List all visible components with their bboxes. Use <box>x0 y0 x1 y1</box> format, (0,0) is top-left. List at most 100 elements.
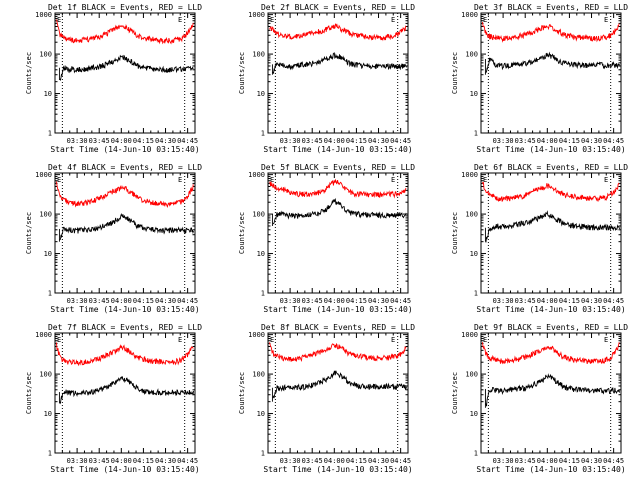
x-axis-label: Start Time (14-Jun-10 03:15:40) <box>263 465 412 474</box>
x-tick-label: 03:30 <box>67 297 88 305</box>
corner-marker-right: E <box>178 336 182 344</box>
x-tick-label: 04:00 <box>111 137 132 145</box>
y-tick-label: 10 <box>257 410 265 418</box>
x-tick-label: 04:45 <box>390 457 411 465</box>
y-axis-label: Counts/sec <box>238 372 246 414</box>
corner-marker-left: E <box>270 16 274 24</box>
y-tick-label: 100 <box>252 51 265 59</box>
panel-title: Det 9f BLACK = Events, RED = LLD <box>474 323 628 332</box>
panel-det-4: Det 4f BLACK = Events, RED = LLD 1 10 100 10… <box>25 163 202 314</box>
plot-frame <box>54 172 196 294</box>
series-red-line <box>482 342 620 365</box>
y-tick-label: 1000 <box>248 171 265 179</box>
x-tick-label: 04:15 <box>559 457 580 465</box>
x-tick-label: 03:30 <box>493 297 514 305</box>
x-tick-label: 03:30 <box>280 137 301 145</box>
series-black-line <box>272 370 407 399</box>
x-tick-label: 04:30 <box>368 297 389 305</box>
plot-frame <box>54 332 196 454</box>
x-tick-label: 04:00 <box>537 137 558 145</box>
corner-marker-left: E <box>483 176 487 184</box>
x-tick-label: 04:30 <box>155 457 176 465</box>
series-red-line <box>56 19 194 45</box>
y-tick-label: 1000 <box>248 331 265 339</box>
x-tick-label: 03:30 <box>67 457 88 465</box>
series-black-line <box>59 54 194 82</box>
y-tick-label: 1000 <box>461 11 478 19</box>
x-tick-label: 03:45 <box>515 457 536 465</box>
x-tick-label: 04:00 <box>324 457 345 465</box>
x-tick-label: 04:30 <box>155 297 176 305</box>
y-axis-label: Counts/sec <box>25 212 33 254</box>
y-tick-label: 1 <box>261 130 265 138</box>
y-tick-label: 10 <box>44 90 52 98</box>
x-tick-label: 04:15 <box>346 297 367 305</box>
x-axis-label: Start Time (14-Jun-10 03:15:40) <box>263 305 412 314</box>
x-tick-label: 04:15 <box>133 457 154 465</box>
y-tick-label: 1 <box>48 450 52 458</box>
x-tick-label: 03:45 <box>89 137 110 145</box>
x-tick-label: 04:00 <box>537 457 558 465</box>
plot-frame <box>267 332 409 454</box>
x-tick-label: 04:45 <box>603 137 624 145</box>
y-axis-label: Counts/sec <box>451 372 459 414</box>
panel-title: Det 4f BLACK = Events, RED = LLD <box>48 163 202 172</box>
panel-det-9: Det 9f BLACK = Events, RED = LLD 1 10 100 10… <box>451 323 628 474</box>
plot-frame <box>480 172 622 294</box>
x-tick-label: 04:30 <box>368 457 389 465</box>
y-tick-label: 100 <box>465 51 478 59</box>
panel-title: Det 5f BLACK = Events, RED = LLD <box>261 163 415 172</box>
corner-marker-left: E <box>270 336 274 344</box>
x-tick-label: 04:00 <box>324 297 345 305</box>
corner-marker-left: E <box>57 336 61 344</box>
y-axis-label: Counts/sec <box>238 52 246 94</box>
series-red-line <box>482 181 620 203</box>
x-tick-label: 04:00 <box>111 457 132 465</box>
y-tick-label: 1000 <box>248 11 265 19</box>
x-tick-label: 03:45 <box>302 297 323 305</box>
corner-marker-left: E <box>57 176 61 184</box>
panel-title: Det 2f BLACK = Events, RED = LLD <box>261 3 415 12</box>
x-tick-label: 03:30 <box>67 137 88 145</box>
y-tick-label: 100 <box>252 371 265 379</box>
series-black-line <box>485 210 620 243</box>
panel-det-2: Det 2f BLACK = Events, RED = LLD 1 10 100 10… <box>238 3 415 154</box>
corner-marker-right: E <box>391 16 395 24</box>
x-axis-label: Start Time (14-Jun-10 03:15:40) <box>50 145 199 154</box>
series-red-line <box>269 342 407 363</box>
y-tick-label: 1000 <box>461 331 478 339</box>
y-tick-label: 100 <box>252 211 265 219</box>
y-tick-label: 1000 <box>35 11 52 19</box>
x-tick-label: 04:15 <box>133 297 154 305</box>
panel-title: Det 6f BLACK = Events, RED = LLD <box>474 163 628 172</box>
y-tick-label: 100 <box>465 211 478 219</box>
series-black-line <box>485 373 620 407</box>
x-axis-label: Start Time (14-Jun-10 03:15:40) <box>50 305 199 314</box>
series-black-line <box>485 51 620 73</box>
panel-det-5: Det 5f BLACK = Events, RED = LLD 1 10 100 10… <box>238 163 415 314</box>
x-tick-label: 04:45 <box>177 297 198 305</box>
series-red-line <box>482 21 620 43</box>
y-tick-label: 10 <box>470 90 478 98</box>
panel-det-7: Det 7f BLACK = Events, RED = LLD 1 10 100 10… <box>25 323 202 474</box>
y-tick-label: 100 <box>39 371 52 379</box>
x-tick-label: 04:45 <box>177 457 198 465</box>
x-tick-label: 03:45 <box>89 297 110 305</box>
x-tick-label: 04:45 <box>603 457 624 465</box>
panel-det-3: Det 3f BLACK = Events, RED = LLD 1 10 100 10… <box>451 3 628 154</box>
y-tick-label: 100 <box>39 211 52 219</box>
plot-frame <box>54 12 196 134</box>
x-tick-label: 04:45 <box>603 297 624 305</box>
plot-frame <box>480 332 622 454</box>
x-tick-label: 03:30 <box>280 457 301 465</box>
x-tick-label: 04:30 <box>368 137 389 145</box>
panel-title: Det 7f BLACK = Events, RED = LLD <box>48 323 202 332</box>
y-tick-label: 10 <box>44 410 52 418</box>
y-tick-label: 1 <box>261 450 265 458</box>
y-tick-label: 1000 <box>35 331 52 339</box>
y-tick-label: 1 <box>48 130 52 138</box>
corner-marker-left: E <box>270 176 274 184</box>
y-tick-label: 1 <box>474 130 478 138</box>
